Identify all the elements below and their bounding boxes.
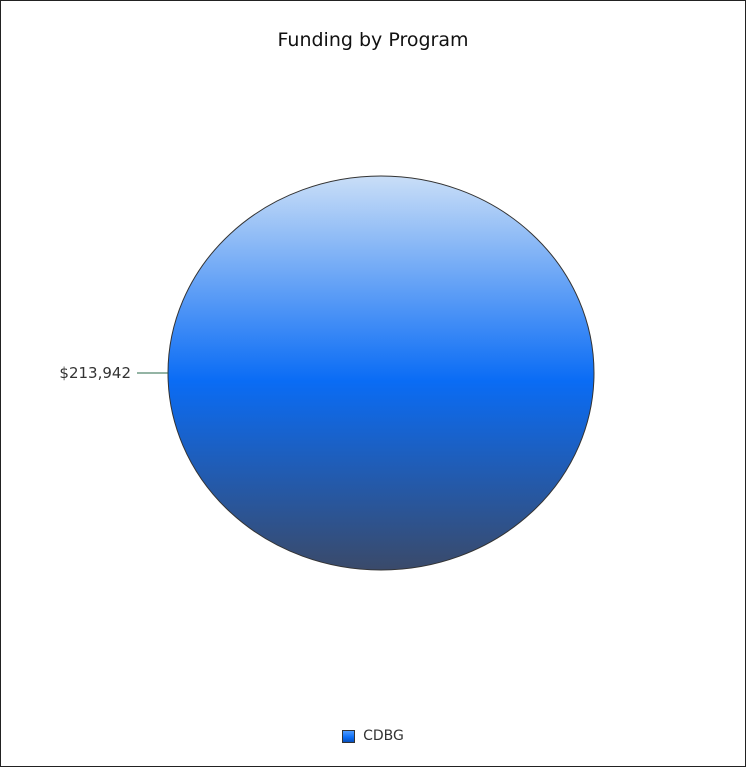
legend-label-cdbg: CDBG <box>363 728 404 744</box>
legend-swatch-cdbg <box>342 729 356 743</box>
legend: CDBG <box>1 728 745 744</box>
value-label-cdbg: $213,942 <box>59 364 131 382</box>
pie-slice-cdbg[interactable] <box>167 175 595 571</box>
chart-title: Funding by Program <box>277 29 469 51</box>
